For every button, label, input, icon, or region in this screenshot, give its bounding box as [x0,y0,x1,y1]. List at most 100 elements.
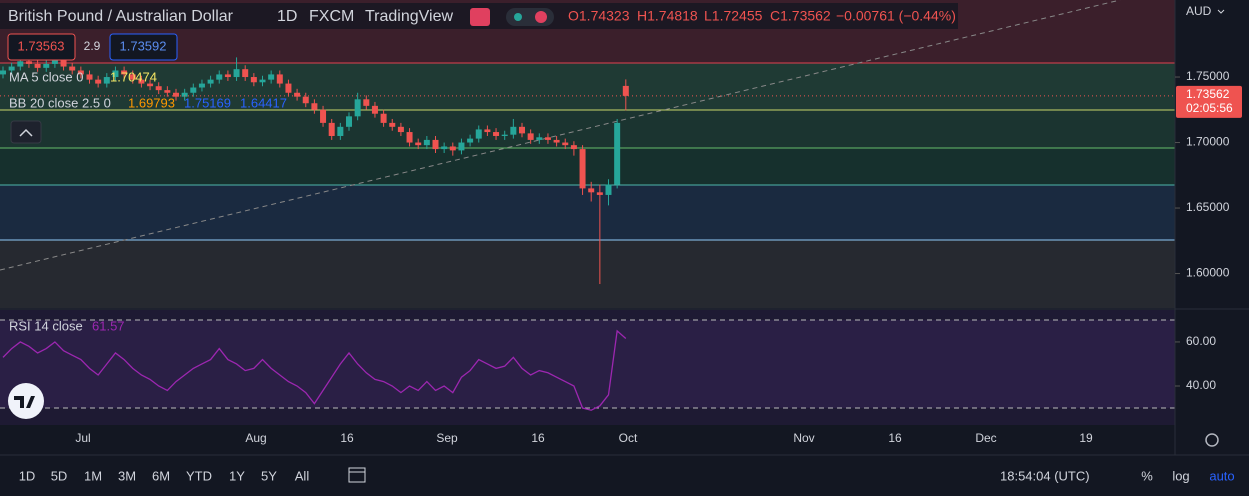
candle-body [493,132,500,136]
candle-body [8,66,15,71]
time-label: 16 [888,431,902,445]
trend-line [0,0,1121,271]
candle-body [605,184,612,195]
candle-body [51,60,58,64]
candle-body [544,137,551,140]
source: FXCM [309,8,354,25]
time-label: Aug [245,431,266,445]
calendar-icon[interactable] [348,467,366,483]
candle-body [86,74,93,80]
candle-body [484,129,491,133]
rsi-label: RSI 14 close [9,318,83,333]
candle-body [250,77,257,83]
candle-body [285,83,292,93]
candle-body [17,61,24,67]
range-button[interactable]: 6M [152,468,170,483]
candle-body [164,90,171,93]
flag-icon[interactable] [470,8,490,26]
zone [0,185,1175,240]
candle-body [147,83,154,87]
candle-body [527,133,534,140]
time-label: 16 [531,431,545,445]
time-label: Dec [975,431,996,445]
candle-body [198,83,205,88]
candle-body [449,146,456,151]
time-label: Nov [793,431,814,445]
candle-body [622,85,629,96]
range-button[interactable]: 5Y [261,468,277,483]
candle-body [233,69,240,78]
ohlc-value: C1.73562 [770,8,831,24]
candle-body [173,92,179,97]
time-label: Sep [436,431,458,445]
candle-body [441,146,448,150]
time-label: 19 [1079,431,1093,445]
status-dot [535,11,547,23]
candle-body [475,129,482,139]
chevron-icon [19,128,33,137]
last-price-label: 1.73562 [1186,87,1230,101]
bb-basis: 1.69793 [128,95,175,110]
range-button[interactable]: YTD [186,468,212,483]
range-button[interactable]: 3M [118,468,136,483]
candle-body [389,122,396,127]
candle-body [337,126,344,136]
candle-body [501,134,508,136]
rsi-band [0,320,1175,408]
log-toggle[interactable]: log [1172,468,1189,483]
buy-price[interactable]: 1.73592 [120,38,167,53]
candle-body [354,99,361,117]
rsi-value: 61.57 [92,318,125,333]
candle-body [397,126,404,133]
range-button[interactable]: All [295,468,310,483]
percent-toggle[interactable]: % [1141,468,1153,483]
candle-body [25,61,32,64]
candle-body [103,77,110,84]
zone [0,63,1175,110]
candle-body [216,74,223,80]
candle-body [276,74,283,84]
currency[interactable]: AUD [1186,4,1212,18]
candle-body [562,142,569,146]
candle-body [371,105,378,114]
buy-button[interactable] [109,33,178,61]
tv-logo-mark [14,396,35,408]
candle-body [519,126,525,134]
zone [0,148,1175,185]
candle-body [614,122,621,185]
tv-logo[interactable] [8,383,44,419]
time-label: Oct [619,431,638,445]
candle-body [77,70,84,75]
ma-label: MA 5 close 0 [9,69,83,84]
range-button[interactable]: 1D [19,468,36,483]
candle-body [34,63,41,68]
candle-body [311,103,318,110]
candle-body [207,79,214,84]
interval[interactable]: 1D [277,8,297,25]
candle-body [320,109,327,123]
settings-icon[interactable] [1205,433,1219,447]
candle-body [363,99,370,106]
zone [0,110,1175,148]
sell-button[interactable] [7,33,76,61]
candle-body [242,69,249,78]
candle-body [588,188,595,193]
clock[interactable]: 18:54:04 (UTC) [1000,468,1090,483]
spread: 2.9 [84,39,101,53]
range-button[interactable]: 5D [51,468,68,483]
candle-body [0,70,6,75]
collapse-button[interactable] [10,120,42,144]
price-tick-label: 1.70000 [1186,135,1230,149]
candle-body [121,70,128,75]
candle-body [129,74,136,80]
bb-upper: 1.75169 [184,95,231,110]
range-button[interactable]: 1Y [229,468,245,483]
candle-body [259,79,266,83]
range-button[interactable]: 1M [84,468,102,483]
sell-price[interactable]: 1.73563 [18,38,65,53]
candle-body [190,87,197,93]
candle-body [181,92,188,97]
status-dot [514,13,522,21]
auto-toggle[interactable]: auto [1209,468,1234,483]
candle-body [423,139,430,146]
